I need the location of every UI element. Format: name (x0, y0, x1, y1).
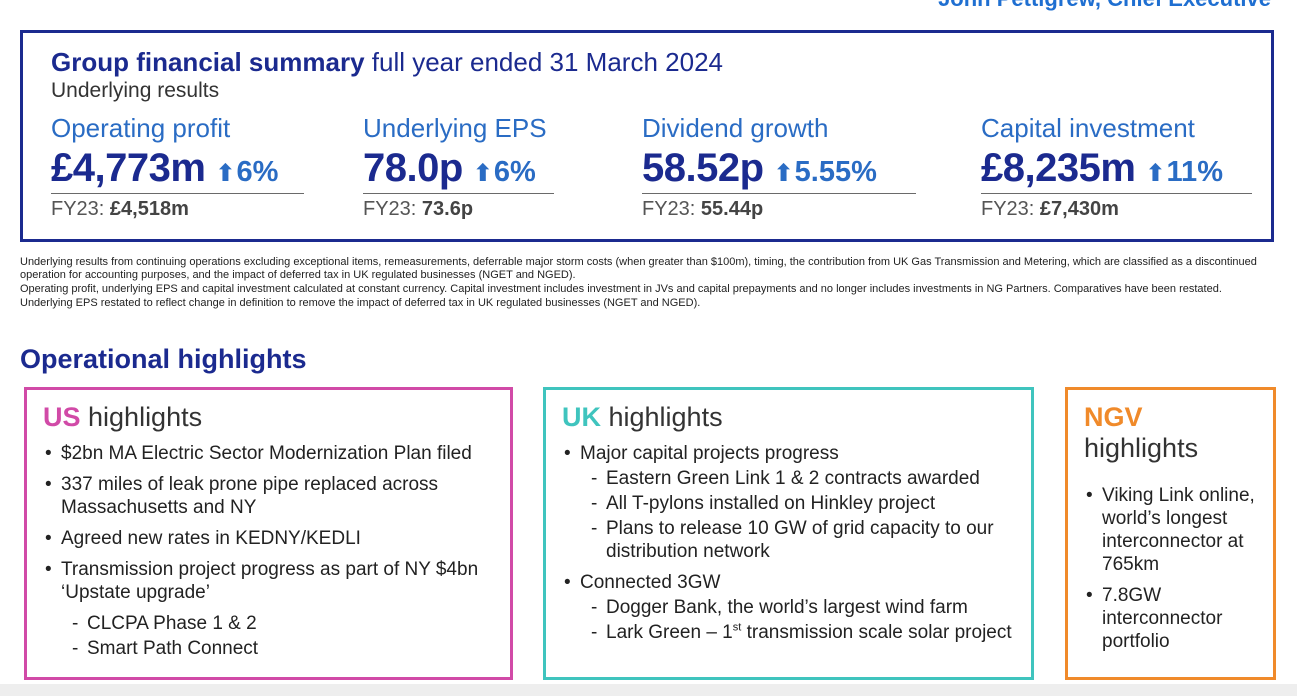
metric-divider (981, 193, 1252, 194)
metric-value: 78.0p (363, 146, 463, 190)
metric-label: Dividend growth (642, 113, 829, 143)
card-tag: US (43, 402, 81, 432)
metric-prior-year: FY23: 55.44p (642, 198, 764, 220)
list-subitem: All T-pylons installed on Hinkley projec… (562, 492, 1024, 515)
ngv-highlights-list: Viking Link online, world’s longest inte… (1084, 484, 1266, 661)
arrow-up-icon: ⬆ (215, 160, 236, 187)
arrow-up-icon: ⬆ (472, 160, 493, 187)
list-item: Transmission project progress as part of… (43, 558, 501, 604)
list-item: Connected 3GW (562, 571, 1024, 594)
metric-divider (363, 193, 554, 194)
metric-change: ⬆11% (1145, 156, 1223, 188)
footnotes: Underlying results from continuing opera… (20, 256, 1276, 311)
metric-capital-investment: Capital investment £8,235m ⬆11% FY23: £7… (981, 113, 1252, 221)
arrow-up-icon: ⬆ (773, 160, 794, 187)
list-subitem: Eastern Green Link 1 & 2 contracts award… (562, 467, 1024, 490)
card-title: US highlights (43, 402, 203, 432)
footnote: Operating profit, underlying EPS and cap… (20, 283, 1222, 295)
card-title: NGV highlights (1084, 402, 1199, 463)
card-tag: UK (562, 402, 601, 432)
metric-divider (51, 193, 304, 194)
list-item: Viking Link online, world’s longest inte… (1084, 484, 1266, 576)
list-item: Major capital projects progress (562, 442, 1024, 465)
metric-value: £8,235m (981, 146, 1136, 190)
uk-highlights-card: UK highlights Major capital projects pro… (543, 387, 1034, 680)
footnote: Underlying results from continuing opera… (20, 256, 1257, 281)
metric-change: ⬆6% (215, 156, 279, 188)
list-item: Agreed new rates in KEDNY/KEDLI (43, 527, 501, 550)
list-subitem: CLCPA Phase 1 & 2 (43, 612, 501, 635)
uk-highlights-list: Major capital projects progress Eastern … (562, 442, 1024, 652)
list-subitem: Plans to release 10 GW of grid capacity … (562, 517, 1024, 563)
card-tag: NGV (1084, 402, 1143, 432)
summary-title: Group financial summary full year ended … (51, 47, 723, 78)
summary-title-bold: Group financial summary (51, 47, 365, 77)
metric-prior-year: FY23: £4,518m (51, 198, 189, 220)
metric-value: 58.52p (642, 146, 764, 190)
metric-change: ⬆5.55% (773, 156, 877, 188)
arrow-up-icon: ⬆ (1145, 160, 1166, 187)
metric-change: ⬆6% (472, 156, 536, 188)
us-highlights-list: $2bn MA Electric Sector Modernization Pl… (43, 442, 501, 668)
financial-summary-panel: Group financial summary full year ended … (20, 30, 1274, 242)
footnote: Underlying EPS restated to reflect chang… (20, 297, 701, 309)
metric-dividend-growth: Dividend growth 58.52p ⬆5.55% FY23: 55.4… (642, 113, 916, 221)
list-item: 337 miles of leak prone pipe replaced ac… (43, 473, 501, 519)
list-subitem: Smart Path Connect (43, 637, 501, 660)
summary-title-rest: full year ended 31 March 2024 (364, 47, 723, 77)
card-title: UK highlights (562, 402, 723, 432)
metric-prior-year: FY23: £7,430m (981, 198, 1119, 220)
metric-label: Operating profit (51, 113, 231, 143)
page-bottom-edge (0, 684, 1297, 696)
presenter-caption: John Pettigrew, Chief Executive (938, 0, 1271, 12)
metric-divider (642, 193, 916, 194)
metric-underlying-eps: Underlying EPS 78.0p ⬆6% FY23: 73.6p (363, 113, 554, 221)
summary-subtitle: Underlying results (51, 79, 220, 102)
us-highlights-card: US highlights $2bn MA Electric Sector Mo… (24, 387, 513, 680)
list-subitem: Lark Green – 1st transmission scale sola… (562, 621, 1024, 644)
metric-prior-year: FY23: 73.6p (363, 198, 474, 220)
list-item: 7.8GW interconnector portfolio (1084, 584, 1266, 653)
metric-label: Underlying EPS (363, 113, 547, 143)
metric-label: Capital investment (981, 113, 1195, 143)
metric-operating-profit: Operating profit £4,773m ⬆6% FY23: £4,51… (51, 113, 304, 221)
list-subitem: Dogger Bank, the world’s largest wind fa… (562, 596, 1024, 619)
list-item: $2bn MA Electric Sector Modernization Pl… (43, 442, 501, 465)
metric-value: £4,773m (51, 146, 206, 190)
operational-highlights-title: Operational highlights (20, 344, 307, 374)
